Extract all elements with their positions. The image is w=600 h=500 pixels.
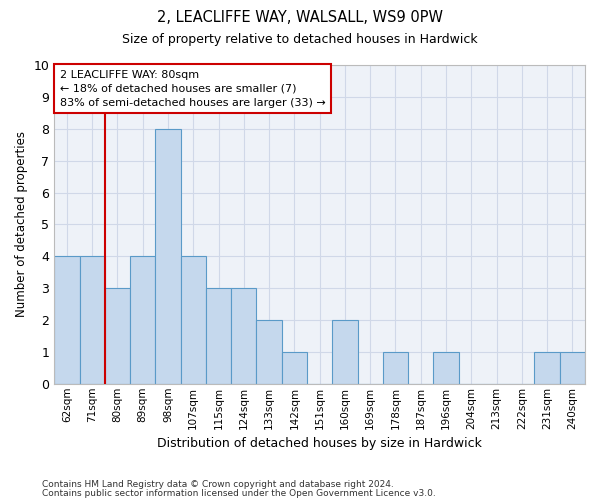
Text: 2 LEACLIFFE WAY: 80sqm
← 18% of detached houses are smaller (7)
83% of semi-deta: 2 LEACLIFFE WAY: 80sqm ← 18% of detached… (59, 70, 325, 108)
Bar (206, 288, 231, 384)
Bar (282, 352, 307, 384)
Text: Contains public sector information licensed under the Open Government Licence v3: Contains public sector information licen… (42, 490, 436, 498)
Bar (560, 352, 585, 384)
Bar (231, 288, 256, 384)
Bar (332, 320, 358, 384)
Text: Size of property relative to detached houses in Hardwick: Size of property relative to detached ho… (122, 32, 478, 46)
Text: 2, LEACLIFFE WAY, WALSALL, WS9 0PW: 2, LEACLIFFE WAY, WALSALL, WS9 0PW (157, 10, 443, 25)
Text: Contains HM Land Registry data © Crown copyright and database right 2024.: Contains HM Land Registry data © Crown c… (42, 480, 394, 489)
Bar (155, 129, 181, 384)
X-axis label: Distribution of detached houses by size in Hardwick: Distribution of detached houses by size … (157, 437, 482, 450)
Bar (130, 256, 155, 384)
Bar (80, 256, 105, 384)
Bar (105, 288, 130, 384)
Bar (256, 320, 282, 384)
Bar (54, 256, 80, 384)
Bar (433, 352, 458, 384)
Bar (383, 352, 408, 384)
Y-axis label: Number of detached properties: Number of detached properties (15, 132, 28, 318)
Bar (535, 352, 560, 384)
Bar (181, 256, 206, 384)
